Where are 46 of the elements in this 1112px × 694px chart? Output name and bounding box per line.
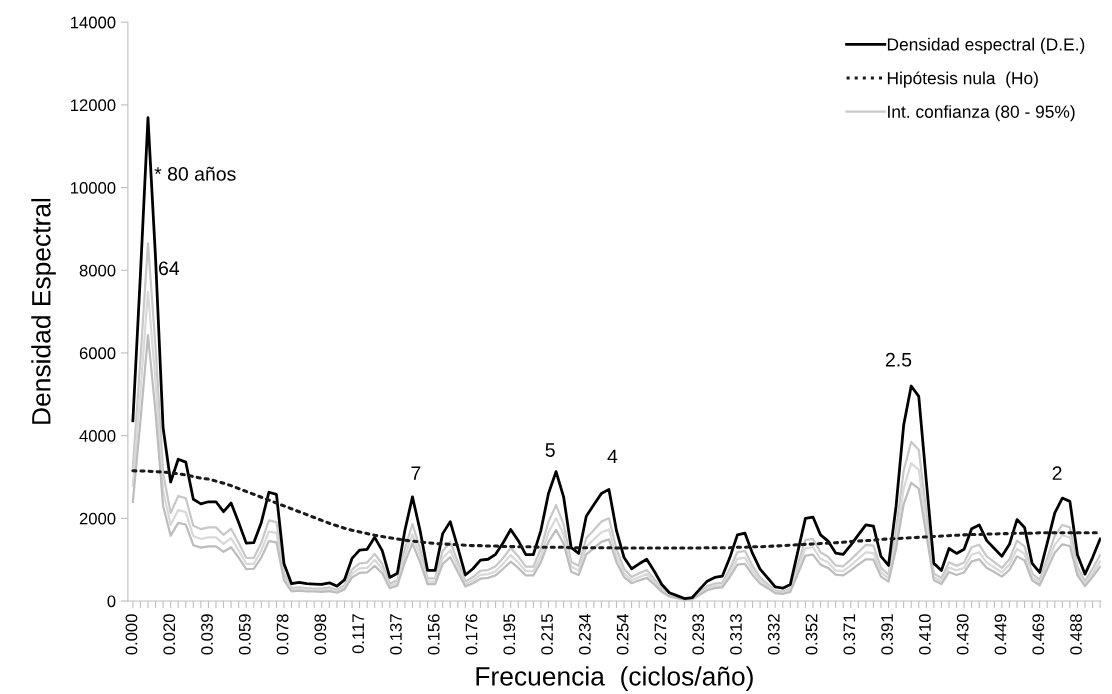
y-tick-label: 8000: [79, 264, 116, 277]
annotation: 7: [411, 466, 421, 480]
annotation: 4: [607, 449, 618, 464]
annotation: 64: [159, 261, 180, 276]
y-axis-title: Densidad Espectral: [31, 198, 56, 424]
x-tick-label: 0.352: [805, 614, 818, 655]
y-tick-label: 10000: [71, 181, 116, 194]
annotation: 2: [1052, 466, 1062, 480]
x-tick-label: 0.273: [654, 614, 667, 655]
x-axis-title: Frecuencia (ciclos/año): [476, 666, 753, 691]
legend-label: Densidad espectral (D.E.): [887, 37, 1085, 55]
x-tick-label: 0.078: [276, 614, 289, 655]
y-tick-label: 12000: [71, 99, 116, 112]
x-tick-label: 0.254: [616, 613, 629, 655]
x-tick-label: 0.000: [125, 614, 138, 655]
x-tick-label: 0.410: [918, 614, 931, 655]
x-tick-label: 0.449: [994, 614, 1007, 655]
annotation: 2.5: [885, 352, 912, 367]
x-tick-label: 0.313: [730, 614, 742, 655]
legend-label: Int. confianza (80 - 95%): [888, 105, 1075, 122]
x-tick-label: 0.234: [578, 613, 591, 655]
y-tick-label: 4000: [79, 430, 116, 442]
x-tick-label: 0.059: [238, 614, 251, 655]
legend-label: Hipótesis nula (Ho): [887, 71, 1038, 88]
x-tick-label: 0.371: [843, 614, 856, 655]
x-tick-label: 0.215: [541, 614, 553, 655]
x-tick-label: 0.430: [956, 614, 969, 655]
x-tick-label: 0.195: [503, 614, 516, 655]
x-tick-label: 0.488: [1070, 614, 1082, 655]
x-tick-label: 0.039: [201, 614, 213, 655]
annotation: 5: [545, 443, 555, 457]
x-tick-label: 0.469: [1032, 614, 1045, 655]
y-tick-label: 2000: [79, 512, 116, 525]
x-tick-label: 0.098: [314, 614, 327, 655]
y-tick-label: 0: [107, 595, 116, 608]
x-tick-label: 0.391: [881, 614, 894, 655]
x-tick-label: 0.117: [352, 614, 365, 654]
y-tick-label: 14000: [71, 16, 116, 29]
y-tick-label: 6000: [79, 347, 116, 360]
x-tick-label: 0.293: [692, 614, 705, 655]
x-tick-label: 0.176: [465, 614, 478, 655]
x-tick-label: 0.137: [390, 614, 402, 655]
x-tick-label: 0.020: [163, 614, 176, 655]
x-tick-label: 0.156: [427, 614, 440, 655]
annotation: * 80 años: [154, 166, 236, 181]
x-tick-label: 0.332: [767, 614, 780, 655]
